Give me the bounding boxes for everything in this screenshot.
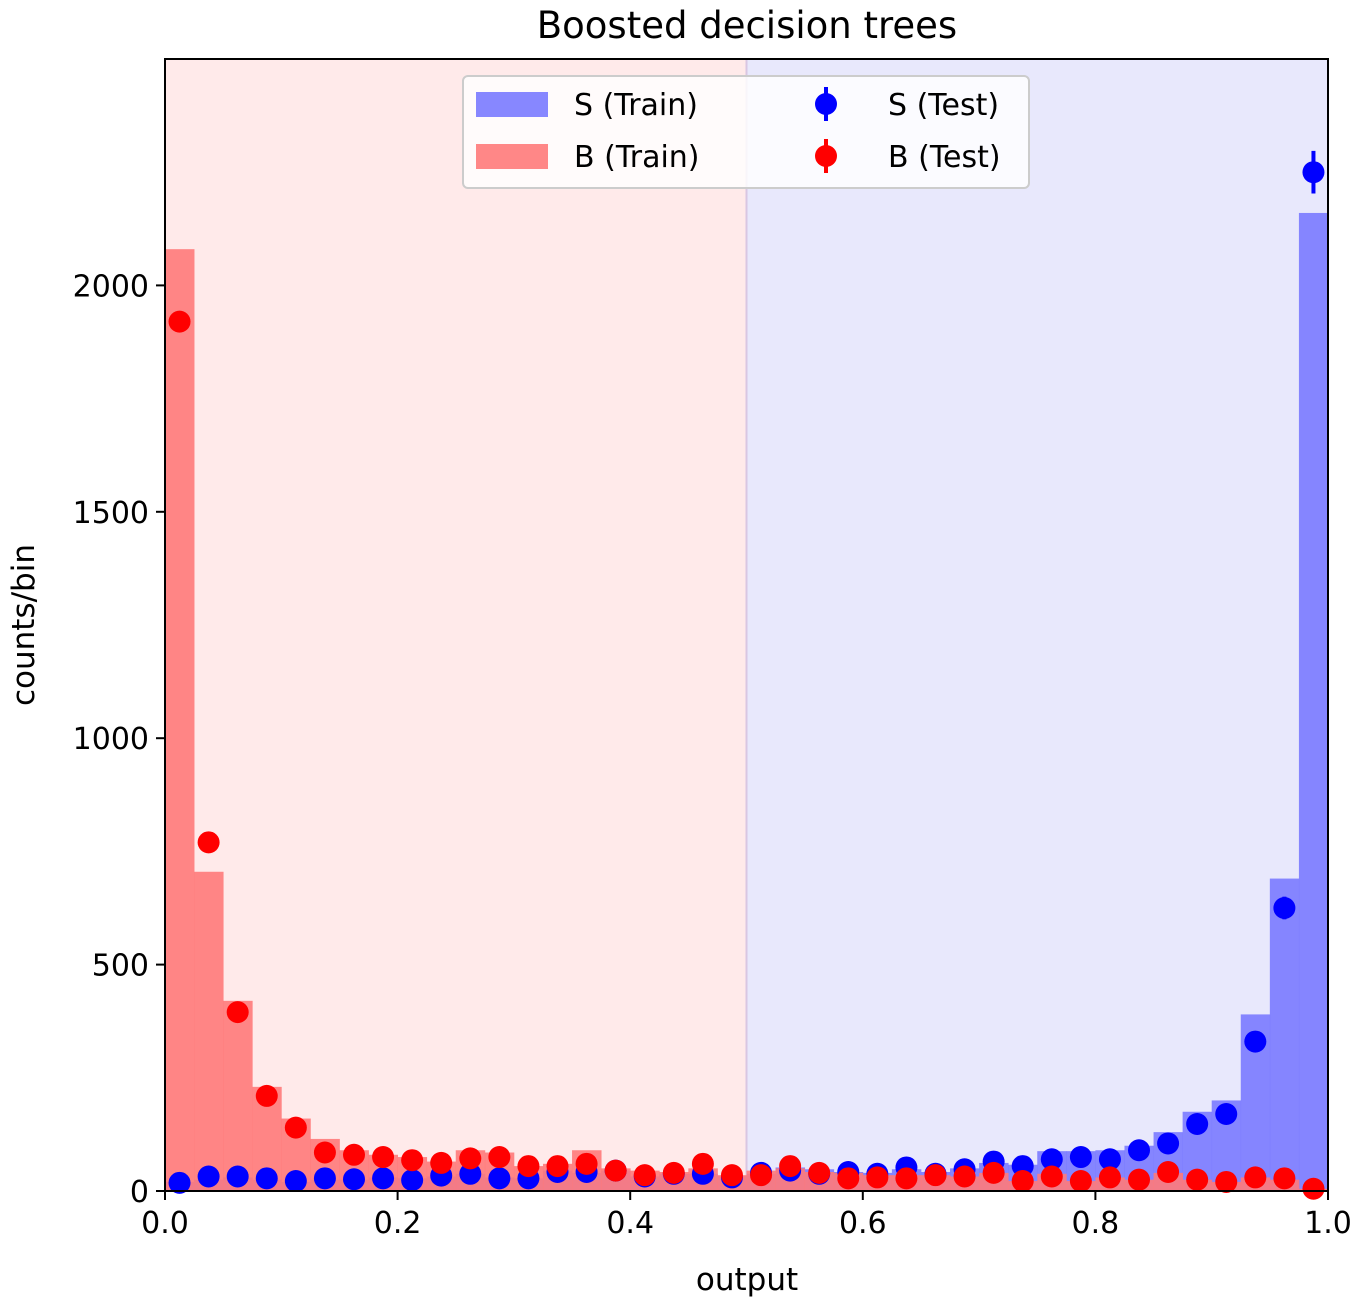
s-test-point bbox=[401, 1169, 424, 1192]
s-test-point bbox=[1302, 161, 1325, 184]
b-test-point bbox=[1157, 1160, 1180, 1183]
b-test-point bbox=[168, 310, 191, 333]
b-test-point bbox=[750, 1164, 773, 1187]
b-test-point bbox=[982, 1161, 1005, 1184]
b-test-point bbox=[808, 1161, 831, 1184]
x-tick-label: 0.6 bbox=[839, 1206, 887, 1241]
b-train-bar bbox=[194, 871, 224, 1191]
b-test-point bbox=[1069, 1170, 1092, 1193]
s-test-point bbox=[1215, 1103, 1238, 1126]
y-axis-label: counts/bin bbox=[6, 544, 42, 706]
legend-swatch bbox=[476, 92, 548, 117]
background-region bbox=[165, 59, 747, 1191]
x-tick-label: 0.4 bbox=[606, 1206, 654, 1241]
b-test-point bbox=[313, 1141, 336, 1164]
b-test-point bbox=[226, 1001, 249, 1024]
s-test-point bbox=[1157, 1132, 1180, 1155]
s-test-point bbox=[1273, 897, 1296, 919]
x-axis-label: output bbox=[696, 1262, 798, 1298]
s-test-point bbox=[255, 1167, 278, 1190]
s-test-point bbox=[1098, 1148, 1121, 1171]
legend-label: B (Test) bbox=[888, 140, 1001, 175]
b-test-point bbox=[575, 1152, 598, 1175]
b-test-point bbox=[837, 1167, 860, 1190]
b-test-point bbox=[895, 1167, 918, 1190]
b-test-point bbox=[1215, 1170, 1238, 1193]
y-tick-label: 1000 bbox=[73, 722, 149, 757]
s-test-point bbox=[284, 1170, 307, 1193]
legend-marker bbox=[815, 145, 837, 167]
b-test-point bbox=[779, 1155, 802, 1178]
y-tick-label: 1500 bbox=[73, 496, 149, 531]
legend-label: S (Train) bbox=[574, 88, 698, 123]
b-test-point bbox=[691, 1152, 714, 1175]
b-test-point bbox=[662, 1161, 685, 1184]
b-test-point bbox=[1011, 1170, 1034, 1193]
b-test-point bbox=[488, 1146, 511, 1169]
s-test-point bbox=[372, 1167, 395, 1190]
s-test-point bbox=[1186, 1112, 1209, 1135]
chart-title: Boosted decision trees bbox=[537, 4, 957, 47]
s-test-point bbox=[1040, 1148, 1063, 1171]
b-test-point bbox=[953, 1165, 976, 1188]
legend-box bbox=[462, 75, 1030, 189]
b-train-bar bbox=[223, 1000, 253, 1191]
s-train-bar bbox=[1269, 878, 1300, 1191]
y-tick-label: 2000 bbox=[73, 269, 149, 304]
b-test-point bbox=[1244, 1166, 1267, 1189]
b-test-point bbox=[255, 1084, 278, 1107]
y-tick-label: 500 bbox=[92, 949, 149, 984]
b-test-point bbox=[546, 1155, 569, 1178]
x-tick-label: 0.2 bbox=[374, 1206, 422, 1241]
legend-swatch bbox=[476, 144, 548, 169]
b-test-point bbox=[430, 1151, 453, 1174]
b-test-point bbox=[1098, 1166, 1121, 1189]
b-test-point bbox=[1302, 1177, 1325, 1200]
signal-region bbox=[746, 59, 1328, 1191]
b-test-point bbox=[720, 1164, 743, 1187]
b-test-point bbox=[1040, 1165, 1063, 1188]
y-axis: 0 500 1000 1500 2000 bbox=[73, 269, 165, 1210]
y-tick-label: 0 bbox=[130, 1175, 149, 1210]
b-test-point bbox=[284, 1116, 307, 1139]
s-test-point bbox=[459, 1162, 482, 1185]
s-test-point bbox=[488, 1167, 511, 1190]
b-test-point bbox=[1273, 1167, 1296, 1190]
b-test-point bbox=[459, 1147, 482, 1170]
s-test-point bbox=[197, 1165, 220, 1188]
b-test-point bbox=[633, 1164, 656, 1187]
b-test-point bbox=[604, 1159, 627, 1182]
x-tick-label: 0.0 bbox=[141, 1206, 189, 1241]
s-train-bar bbox=[1298, 212, 1329, 1191]
x-axis: 0.0 0.2 0.4 0.6 0.8 1.0 bbox=[141, 1191, 1352, 1241]
legend: S (Train) B (Train) S (Test) B (Test) bbox=[462, 75, 1030, 189]
s-test-point bbox=[342, 1168, 365, 1191]
b-test-point bbox=[517, 1155, 540, 1178]
s-test-point bbox=[168, 1171, 191, 1194]
b-test-point bbox=[197, 831, 220, 854]
test-points bbox=[168, 150, 1325, 1200]
b-test-point bbox=[924, 1164, 947, 1187]
plot-frame bbox=[164, 58, 1329, 1192]
legend-label: S (Test) bbox=[888, 88, 999, 123]
b-test-point bbox=[1186, 1168, 1209, 1191]
s-test-point bbox=[226, 1165, 249, 1188]
x-tick-label: 0.8 bbox=[1072, 1206, 1120, 1241]
b-test-point bbox=[866, 1166, 889, 1189]
b-test-point bbox=[401, 1149, 424, 1172]
decision-regions bbox=[165, 59, 1328, 1191]
b-test-point bbox=[342, 1143, 365, 1166]
x-tick-label: 1.0 bbox=[1304, 1206, 1352, 1241]
b-train-bar bbox=[165, 249, 195, 1191]
s-test-point bbox=[1069, 1146, 1092, 1169]
legend-marker bbox=[815, 93, 837, 115]
s-test-point bbox=[1128, 1139, 1151, 1162]
s-test-point bbox=[1244, 1030, 1267, 1053]
b-test-point bbox=[1128, 1168, 1151, 1191]
legend-label: B (Train) bbox=[574, 140, 700, 175]
s-test-point bbox=[313, 1167, 336, 1190]
b-test-point bbox=[372, 1146, 395, 1169]
